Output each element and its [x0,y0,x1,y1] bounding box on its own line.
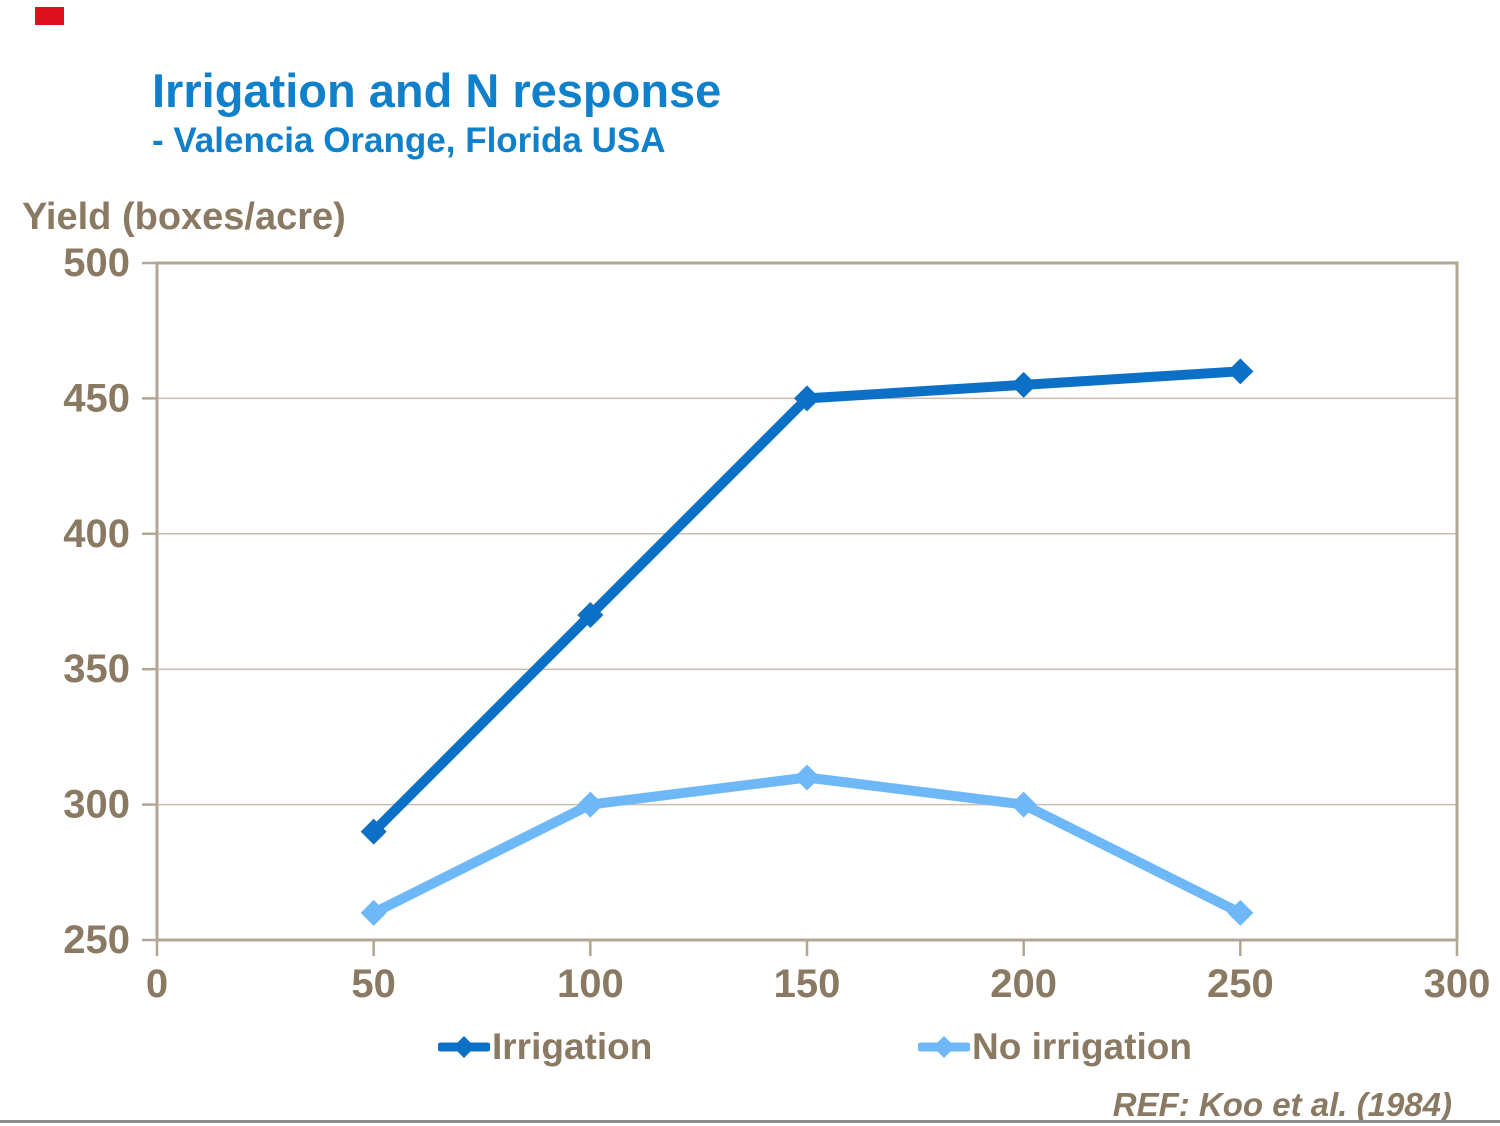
data-point-marker-irrigation [577,602,604,629]
data-point-marker-irrigation [360,818,387,845]
data-point-marker-no-irrigation [1227,899,1254,926]
x-tick-label: 300 [1424,962,1491,1006]
y-tick-label: 400 [63,512,130,556]
chart-subtitle: - Valencia Orange, Florida USA [152,121,666,161]
legend-label-irrigation: Irrigation [492,1026,653,1067]
data-point-marker-no-irrigation [577,791,604,818]
x-tick-label: 100 [557,962,624,1006]
y-axis-unit-label: Yield (boxes/acre) [22,196,346,238]
data-point-marker-no-irrigation [794,764,820,791]
reference-citation: REF: Koo et al. (1984) [1112,1086,1452,1123]
legend-item-no-irrigation: No irrigation [918,1024,1192,1070]
data-point-marker-no-irrigation [360,899,387,926]
chart-title: Irrigation and N response [152,64,722,117]
x-tick-label: 50 [351,962,396,1006]
data-point-marker-irrigation [1010,371,1037,398]
y-tick-label: 450 [63,376,130,420]
series-line-irrigation [368,366,1246,837]
y-tick-label: 250 [63,918,130,962]
series-line-no-irrigation [368,772,1246,918]
legend-diamond-glyph [453,1036,475,1058]
x-tick-label: 200 [990,962,1057,1006]
y-tick-label: 500 [63,241,130,285]
no-irrigation-legend-marker-icon [918,1036,970,1058]
data-point-marker-irrigation [794,385,820,412]
legend-label-no-irrigation: No irrigation [972,1026,1192,1067]
bottom-divider-line [0,1120,1500,1123]
header: Irrigation and N response - Valencia Ora… [152,66,721,161]
y-tick-label: 350 [63,647,130,691]
red-corner-marker [35,7,64,25]
x-tick-label: 250 [1207,962,1274,1006]
plot-border [155,261,1459,942]
data-point-marker-irrigation [1227,358,1254,385]
x-tick-label: 0 [146,962,168,1006]
data-point-marker-no-irrigation [1010,791,1037,818]
legend-diamond-glyph [933,1036,955,1058]
irrigation-legend-marker-icon [438,1036,490,1058]
legend-item-irrigation: Irrigation [438,1024,652,1070]
y-tick-label: 300 [63,783,130,827]
x-tick-label: 150 [774,962,841,1006]
